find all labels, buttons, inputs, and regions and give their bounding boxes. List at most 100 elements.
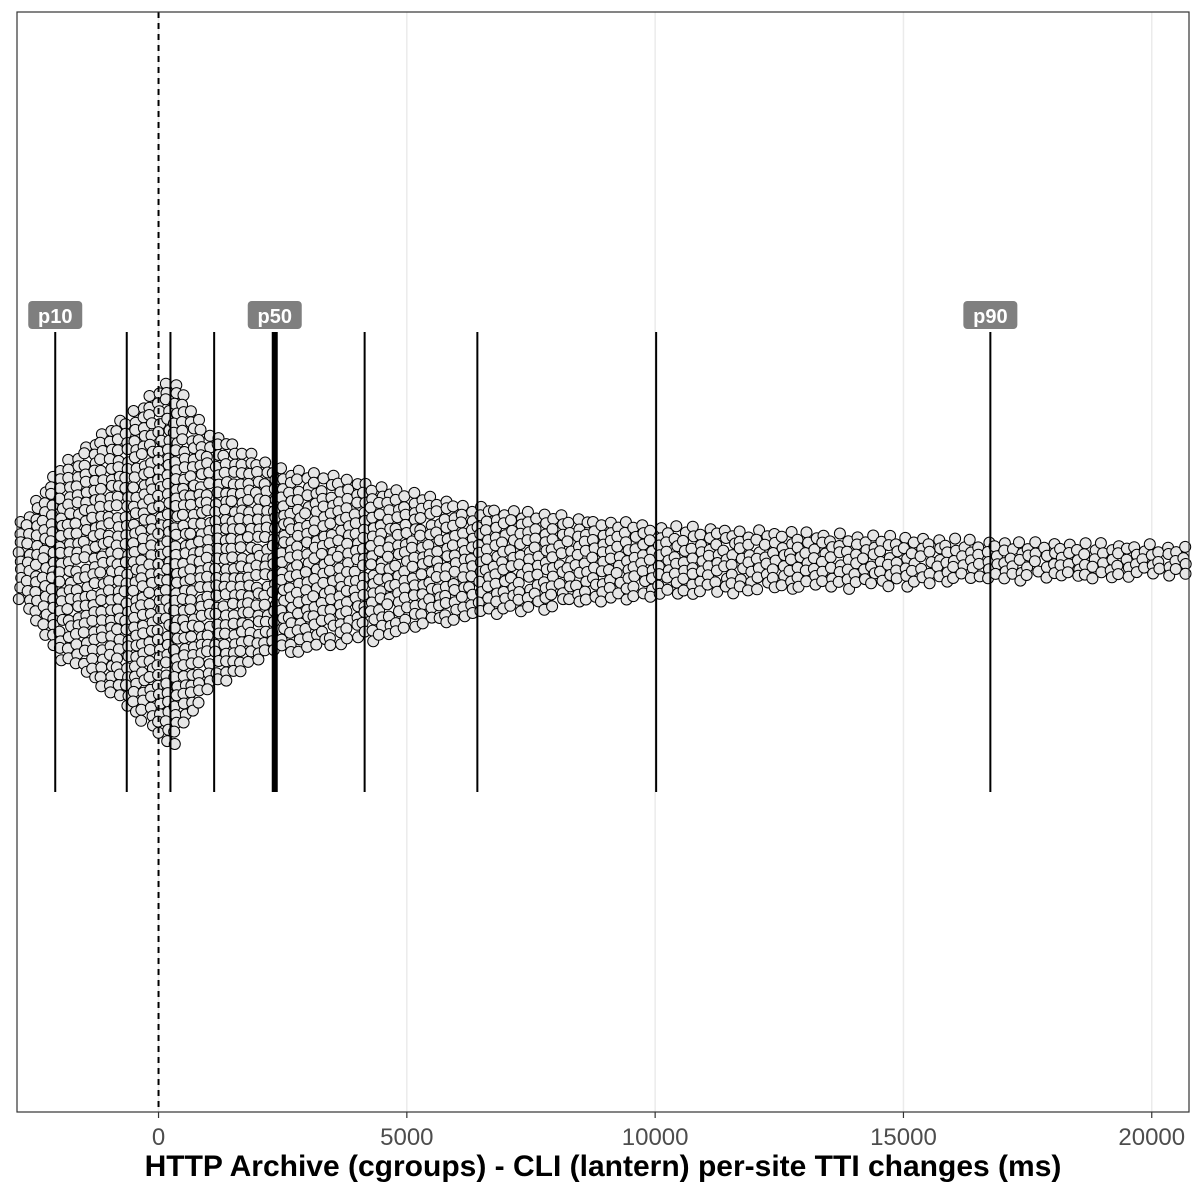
data-point — [69, 517, 82, 530]
data-point — [127, 405, 140, 417]
percentile-label: p10 — [38, 306, 72, 328]
data-point — [431, 545, 444, 558]
data-point — [447, 613, 460, 626]
data-point — [546, 523, 559, 536]
data-point — [545, 588, 558, 601]
data-point — [201, 683, 214, 696]
data-point — [307, 476, 320, 489]
data-point — [176, 433, 189, 446]
data-point — [455, 590, 468, 603]
data-point — [37, 552, 50, 565]
data-point — [184, 527, 197, 540]
x-axis: 0 5000 10000 15000 20000 — [152, 1112, 1185, 1151]
x-tick-label: 5000 — [380, 1124, 433, 1151]
data-point — [331, 550, 344, 563]
data-point — [234, 645, 247, 657]
data-point — [546, 600, 559, 613]
data-point — [949, 532, 962, 545]
data-point — [430, 505, 443, 518]
data-point — [677, 572, 690, 585]
data-point — [127, 695, 140, 708]
data-point — [800, 526, 813, 539]
data-point — [135, 448, 148, 460]
x-tick-label: 0 — [152, 1124, 165, 1151]
data-point — [758, 538, 771, 551]
x-axis-title: HTTP Archive (cgroups) - CLI (lantern) p… — [145, 1150, 1062, 1183]
data-point — [882, 580, 895, 593]
data-point — [415, 568, 428, 581]
data-point — [627, 590, 640, 603]
data-point — [103, 584, 115, 597]
data-point — [143, 643, 156, 656]
data-point — [1143, 538, 1156, 551]
data-point — [693, 585, 706, 598]
x-tick-label: 10000 — [622, 1124, 689, 1151]
data-point — [21, 537, 34, 550]
data-point — [562, 516, 575, 529]
percentile-label-box — [28, 301, 83, 329]
data-point — [112, 547, 125, 560]
data-point — [37, 618, 50, 631]
data-point — [1094, 537, 1107, 550]
data-point — [94, 482, 107, 495]
data-point — [382, 550, 394, 563]
data-point — [1179, 567, 1192, 580]
data-point — [381, 598, 394, 611]
data-point — [310, 638, 323, 651]
data-point — [1153, 562, 1166, 575]
data-point — [291, 473, 304, 486]
percentile-label: p50 — [258, 306, 292, 328]
data-point — [963, 533, 976, 546]
data-point — [406, 560, 419, 573]
data-point — [833, 527, 846, 540]
data-point — [973, 557, 985, 570]
data-point — [775, 530, 788, 543]
data-point — [636, 565, 649, 578]
data-point — [251, 466, 264, 478]
data-point — [670, 520, 683, 533]
data-point — [504, 599, 517, 612]
data-point — [1086, 560, 1099, 573]
data-point — [522, 600, 535, 613]
data-point — [865, 577, 878, 590]
data-point — [226, 551, 239, 564]
data-point — [192, 656, 205, 669]
data-point — [234, 665, 247, 678]
percentile-label-box — [247, 301, 302, 329]
data-point — [455, 516, 468, 529]
data-point — [677, 534, 689, 547]
data-point — [1112, 568, 1125, 581]
data-point — [416, 617, 429, 630]
data-point — [44, 535, 57, 548]
data-point — [1028, 555, 1041, 568]
data-point — [867, 529, 880, 542]
data-point — [242, 655, 255, 668]
data-point — [372, 628, 385, 641]
data-point — [259, 456, 272, 469]
data-point — [414, 529, 427, 542]
data-point — [299, 507, 312, 520]
data-point — [751, 583, 764, 596]
data-point — [176, 508, 189, 521]
data-point — [193, 620, 206, 633]
data-point — [193, 413, 205, 426]
data-point — [923, 577, 936, 590]
data-point — [661, 583, 674, 596]
data-point — [252, 653, 265, 666]
data-point — [923, 545, 936, 558]
data-point — [77, 626, 90, 639]
data-point — [1169, 563, 1182, 575]
data-point — [200, 551, 213, 564]
data-point — [184, 498, 197, 511]
data-point — [234, 541, 247, 554]
data-point — [177, 716, 190, 729]
data-point — [242, 531, 254, 544]
data-point — [12, 593, 25, 606]
data-point — [405, 541, 418, 554]
data-point — [505, 514, 517, 527]
percentile-label-box — [963, 301, 1018, 329]
data-point — [414, 512, 427, 524]
data-point — [143, 586, 156, 599]
data-point — [1020, 569, 1033, 581]
